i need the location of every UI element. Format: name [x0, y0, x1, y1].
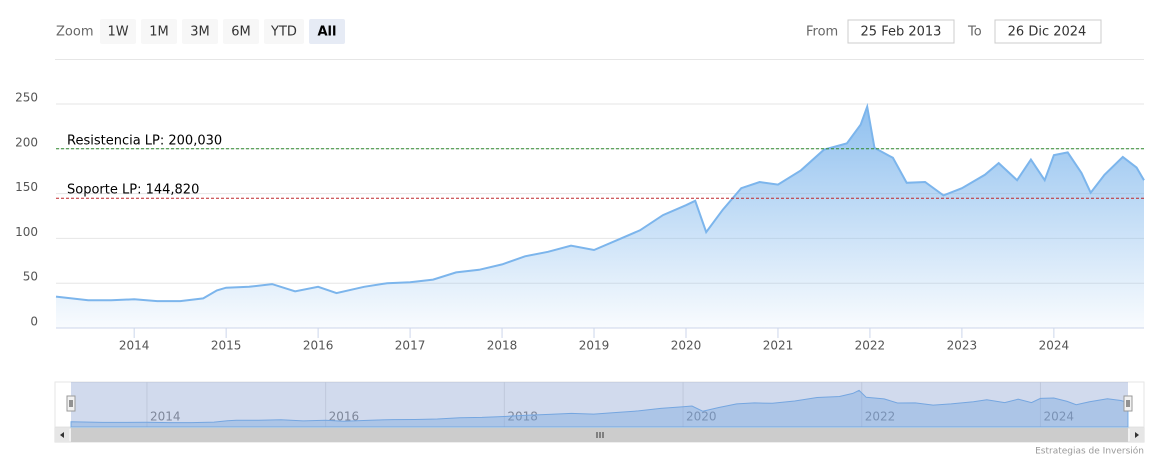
- y-tick-label: 150: [15, 180, 38, 194]
- range-button-label[interactable]: 1M: [149, 25, 169, 40]
- x-tick-label: 2024: [1039, 339, 1070, 353]
- plot-line-label: Resistencia LP: 200,030: [67, 133, 222, 148]
- plot-line-label: Soporte LP: 144,820: [67, 183, 199, 198]
- navigator-bg: [54, 381, 1145, 428]
- navigator-mask: [71, 382, 1128, 427]
- range-button[interactable]: [309, 19, 345, 44]
- navigator-area: [70, 389, 1129, 428]
- area-fill: [56, 106, 1144, 328]
- navigator-label: 2024: [1043, 410, 1074, 424]
- x-tick-label: 2018: [487, 339, 518, 353]
- navigator-label: 2016: [329, 410, 360, 424]
- credits: Estrategias de Inversión: [1035, 446, 1144, 457]
- range-button-label[interactable]: 1W: [107, 25, 128, 40]
- zoom-label: Zoom: [56, 25, 93, 40]
- from-label: From: [806, 25, 838, 40]
- y-tick-label: 0: [30, 315, 38, 329]
- x-tick-label: 2020: [671, 339, 702, 353]
- navigator-handle[interactable]: [66, 395, 76, 412]
- navigator-label: 2022: [865, 410, 896, 424]
- y-tick-label: 250: [15, 91, 38, 105]
- navigator-handle[interactable]: [1123, 395, 1133, 412]
- range-button[interactable]: [100, 19, 136, 44]
- range-button[interactable]: [141, 19, 177, 44]
- x-tick-label: 2015: [211, 339, 242, 353]
- scroll-grip: [596, 432, 604, 438]
- navigator-label: 2018: [507, 410, 538, 424]
- range-button[interactable]: [223, 19, 259, 44]
- range-button[interactable]: [264, 19, 304, 44]
- x-tick-label: 2014: [119, 339, 150, 353]
- to-input[interactable]: [994, 19, 1102, 44]
- y-tick-label: 50: [23, 270, 38, 284]
- handle-grip: [69, 400, 73, 407]
- x-tick-label: 2023: [947, 339, 978, 353]
- x-tick-label: 2016: [303, 339, 334, 353]
- y-tick-label: 100: [15, 225, 38, 239]
- from-input[interactable]: [847, 19, 955, 44]
- x-tick-label: 2022: [855, 339, 886, 353]
- y-tick-label: 200: [15, 135, 38, 149]
- x-tick-label: 2021: [763, 339, 794, 353]
- range-button-label[interactable]: 3M: [190, 25, 210, 40]
- range-button-label[interactable]: YTD: [270, 25, 297, 40]
- arrow-left: [60, 432, 64, 438]
- range-button[interactable]: [182, 19, 218, 44]
- x-tick-label: 2017: [395, 339, 426, 353]
- range-button-label[interactable]: All: [318, 25, 337, 40]
- from-value[interactable]: 25 Feb 2013: [861, 25, 942, 40]
- arrow-right: [1135, 432, 1139, 438]
- navigator-label: 2014: [150, 410, 181, 424]
- range-button-label[interactable]: 6M: [231, 25, 251, 40]
- navigator-label: 2020: [686, 410, 717, 424]
- x-tick-label: 2019: [579, 339, 610, 353]
- to-label: To: [967, 25, 982, 40]
- handle-grip: [1126, 400, 1130, 407]
- price-line: [55, 102, 1145, 303]
- to-value[interactable]: 26 Dic 2024: [1008, 25, 1087, 40]
